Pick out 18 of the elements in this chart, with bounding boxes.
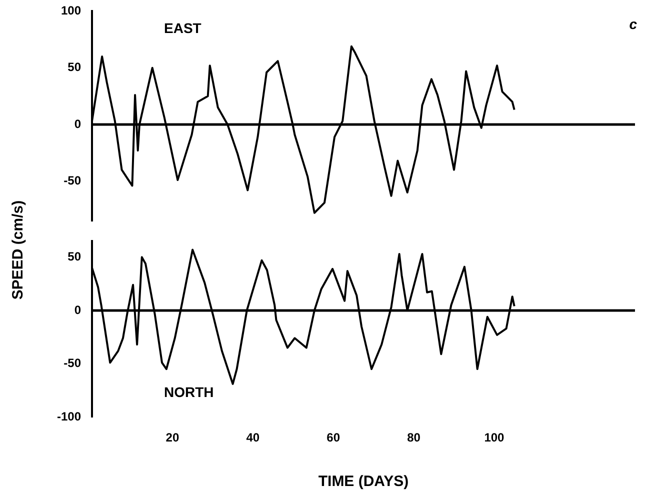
y-tick-label: 50 <box>68 60 82 74</box>
y-tick-label: -50 <box>64 356 82 370</box>
x-tick-label: 60 <box>326 430 340 445</box>
annotation: c <box>629 16 637 32</box>
x-tick-label: 100 <box>484 430 505 445</box>
x-tick-label: 80 <box>407 430 421 445</box>
text: EAST <box>164 20 202 36</box>
x-axis-title: TIME (DAYS) <box>318 473 409 490</box>
y-tick-label: 100 <box>60 4 82 18</box>
text: NORTH <box>164 384 214 400</box>
x-tick-label: 20 <box>166 430 180 445</box>
y-tick-label: -50 <box>64 173 82 188</box>
y-tick-label: 0 <box>74 302 82 317</box>
x-tick-label: 40 <box>246 430 260 445</box>
y-tick-label: 0 <box>74 116 82 131</box>
y-axis-title: SPEED (cm/s) <box>10 200 26 300</box>
y-tick-label: -100 <box>56 409 82 424</box>
y-tick-label: 50 <box>68 249 82 264</box>
